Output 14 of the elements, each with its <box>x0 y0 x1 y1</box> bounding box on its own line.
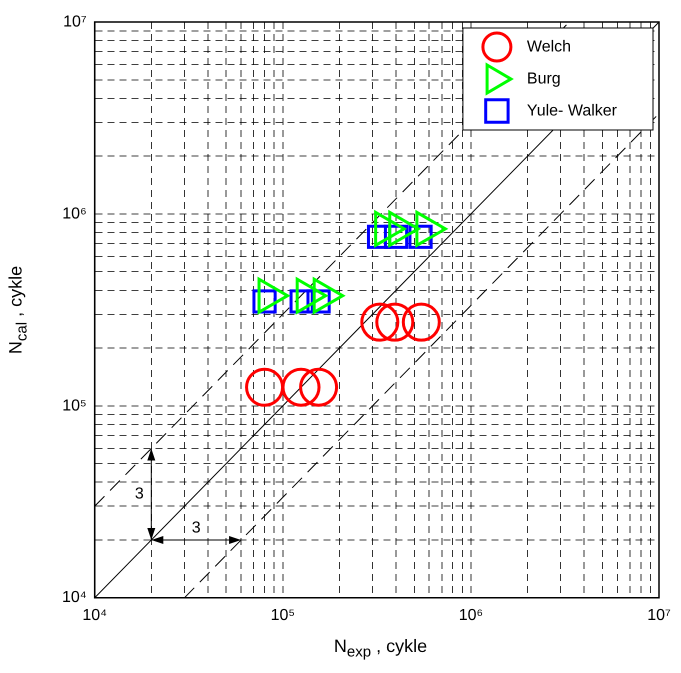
y-tick-label: 10⁵ <box>62 397 87 414</box>
annotation: 3 <box>134 486 144 503</box>
legend-label: Welch <box>526 38 572 56</box>
x-tick-label: 10⁶ <box>458 606 484 624</box>
y-tick-label: 10⁴ <box>62 589 87 606</box>
y-tick-label: 10⁷ <box>63 13 87 30</box>
x-axis-title: N$_{exp}$ , cykle <box>332 636 428 661</box>
legend-label: Burg <box>526 70 561 88</box>
legend-label: Yule- Walker <box>526 102 618 120</box>
x-tick-label: 10⁴ <box>82 606 108 624</box>
x-tick-label: 10⁷ <box>647 606 671 624</box>
x-tick-label: 10⁵ <box>270 606 295 624</box>
y-tick-label: 10⁶ <box>62 205 87 222</box>
annotation: 3 <box>192 519 201 536</box>
